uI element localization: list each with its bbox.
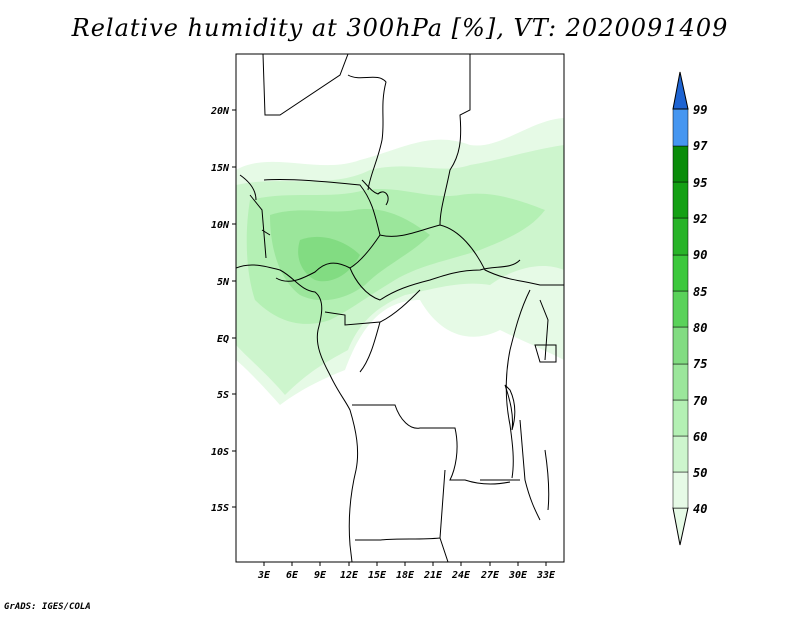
border-sahara-north (262, 54, 349, 116)
country-borders (236, 54, 564, 562)
colorbar-label-75: 75 (693, 357, 707, 371)
colorbar-cell-60 (672, 399, 689, 437)
colorbar-cell-80 (672, 290, 689, 328)
map-frame (235, 53, 565, 563)
lon-label-6E: 6E (286, 570, 299, 581)
colorbar-cell-75 (672, 326, 689, 365)
coastline-west (236, 264, 359, 562)
colorbar-cell-50 (672, 435, 689, 473)
border-namibia (355, 469, 449, 562)
lon-label-24E: 24E (451, 570, 471, 581)
border-libya-chad (347, 74, 387, 191)
colorbar-label-60: 60 (693, 430, 707, 444)
colorbar-label-85: 85 (693, 285, 707, 299)
lat-axis: 20N 15N 10N 5N EQ 5S 10S 15S (210, 106, 236, 514)
lon-label-27E: 27E (480, 570, 500, 581)
colorbar-cell-70 (672, 363, 689, 401)
lon-label-9E: 9E (314, 570, 327, 581)
colorbar-label-40: 40 (693, 502, 707, 516)
lat-label-EQ: EQ (217, 334, 229, 345)
colorbar-label-97: 97 (693, 139, 708, 153)
border-west-states (239, 174, 271, 259)
lat-label-5N: 5N (217, 277, 230, 288)
border-sudan-west (439, 54, 471, 226)
lon-label-18E: 18E (396, 570, 415, 581)
lon-label-33E: 33E (536, 570, 556, 581)
colorbar-over-triangle (672, 71, 689, 110)
lat-label-15S: 15S (211, 503, 229, 514)
grads-credit: GrADS: IGES/COLA (4, 602, 91, 612)
border-congo (324, 289, 421, 373)
lon-label-3E: 3E (257, 570, 271, 581)
lon-label-15E: 15E (368, 570, 387, 581)
border-car-sudan (379, 224, 564, 286)
colorbar-cell-97 (672, 108, 689, 147)
colorbar-cell-90 (672, 217, 689, 256)
colorbar-label-70: 70 (693, 394, 707, 408)
colorbar-label-90: 90 (693, 248, 707, 262)
colorbar-label-50: 50 (693, 466, 707, 480)
colorbar-cell-92 (672, 181, 689, 219)
colorbar-cell-95 (672, 145, 689, 183)
lon-label-30E: 30E (508, 570, 528, 581)
lat-label-5S: 5S (217, 390, 229, 401)
humidity-band-75 (298, 236, 360, 282)
humidity-shading (236, 118, 564, 405)
border-chad-car (361, 179, 389, 206)
colorbar-cell-85 (672, 254, 689, 292)
border-cameroon-car (349, 259, 521, 301)
lat-label-20N: 20N (210, 106, 230, 117)
colorbar-label-95: 95 (693, 176, 707, 190)
colorbar-label-92: 92 (693, 212, 707, 226)
border-east-africa (480, 299, 549, 521)
lake-malawi (544, 449, 550, 511)
colorbar-label-80: 80 (693, 321, 707, 335)
lon-label-12E: 12E (340, 570, 359, 581)
lat-label-15N: 15N (211, 163, 230, 174)
lake-tanganyika (504, 384, 516, 431)
colorbar-cell-40 (672, 471, 689, 509)
border-nigeria (263, 178, 381, 282)
colorbar-under-triangle (672, 507, 689, 546)
colorbar-label-99: 99 (693, 103, 707, 117)
lake-victoria (534, 344, 557, 363)
colorbar: 40 50 60 70 75 80 85 90 92 95 97 99 (672, 71, 708, 546)
lat-label-10N: 10N (211, 220, 230, 231)
lon-axis: 3E 6E 9E 12E 15E 18E 21E 24E 27E 30E 33E (257, 562, 556, 581)
lon-label-21E: 21E (423, 570, 443, 581)
border-angola (352, 404, 511, 485)
lat-label-10S: 10S (211, 447, 229, 458)
map-title: Relative humidity at 300hPa [%], VT: 202… (71, 14, 729, 42)
